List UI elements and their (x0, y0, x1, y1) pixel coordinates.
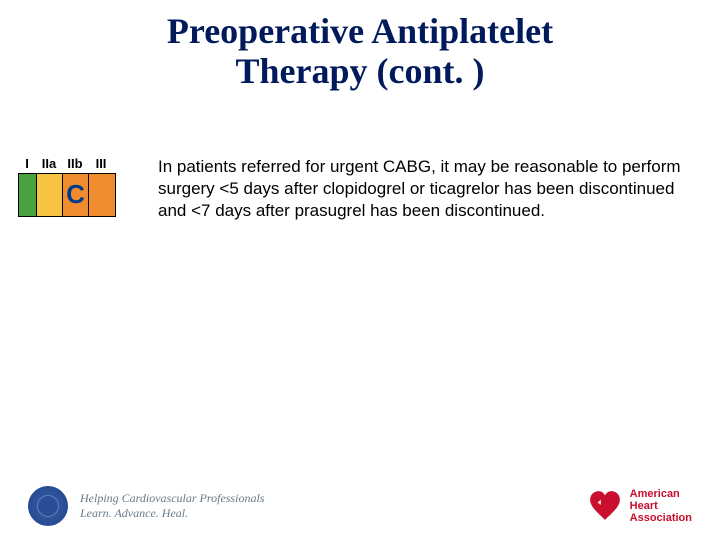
aha-heart-icon (588, 489, 622, 523)
footer-left: Helping Cardiovascular Professionals Lea… (28, 486, 264, 526)
recommendation-text: In patients referred for urgent CABG, it… (116, 156, 700, 221)
footer-right: American Heart Association (588, 488, 692, 524)
title-line-2: Therapy (cont. ) (236, 51, 485, 91)
acc-seal-icon (28, 486, 68, 526)
content-row: I IIa IIb III C In patients referred for… (18, 156, 700, 221)
title-line-1: Preoperative Antiplatelet (167, 11, 553, 51)
class-label-iia: IIa (36, 156, 62, 171)
aha-text: American Heart Association (630, 488, 692, 524)
class-label-iib: IIb (62, 156, 88, 171)
aha-line3: Association (630, 512, 692, 524)
recommendation-class-block: I IIa IIb III C (18, 156, 116, 217)
aha-line2: Heart (630, 500, 658, 512)
aha-brand: American Heart Association (630, 488, 692, 524)
slide-title: Preoperative Antiplatelet Therapy (cont.… (0, 0, 720, 91)
class-bar-iii (89, 174, 115, 216)
class-label-iii: III (88, 156, 114, 171)
evidence-level-letter: C (66, 179, 85, 210)
tagline-line-2: Learn. Advance. Heal. (80, 506, 188, 520)
tagline-line-1: Helping Cardiovascular Professionals (80, 491, 264, 505)
aha-line1: American (630, 488, 680, 500)
class-bar-iia (37, 174, 63, 216)
class-bars: C (18, 173, 116, 217)
class-labels-row: I IIa IIb III (18, 156, 116, 171)
footer: Helping Cardiovascular Professionals Lea… (28, 486, 692, 526)
class-bar-iib: C (63, 174, 89, 216)
acc-tagline: Helping Cardiovascular Professionals Lea… (80, 491, 264, 521)
class-bar-i (19, 174, 37, 216)
class-label-i: I (18, 156, 36, 171)
